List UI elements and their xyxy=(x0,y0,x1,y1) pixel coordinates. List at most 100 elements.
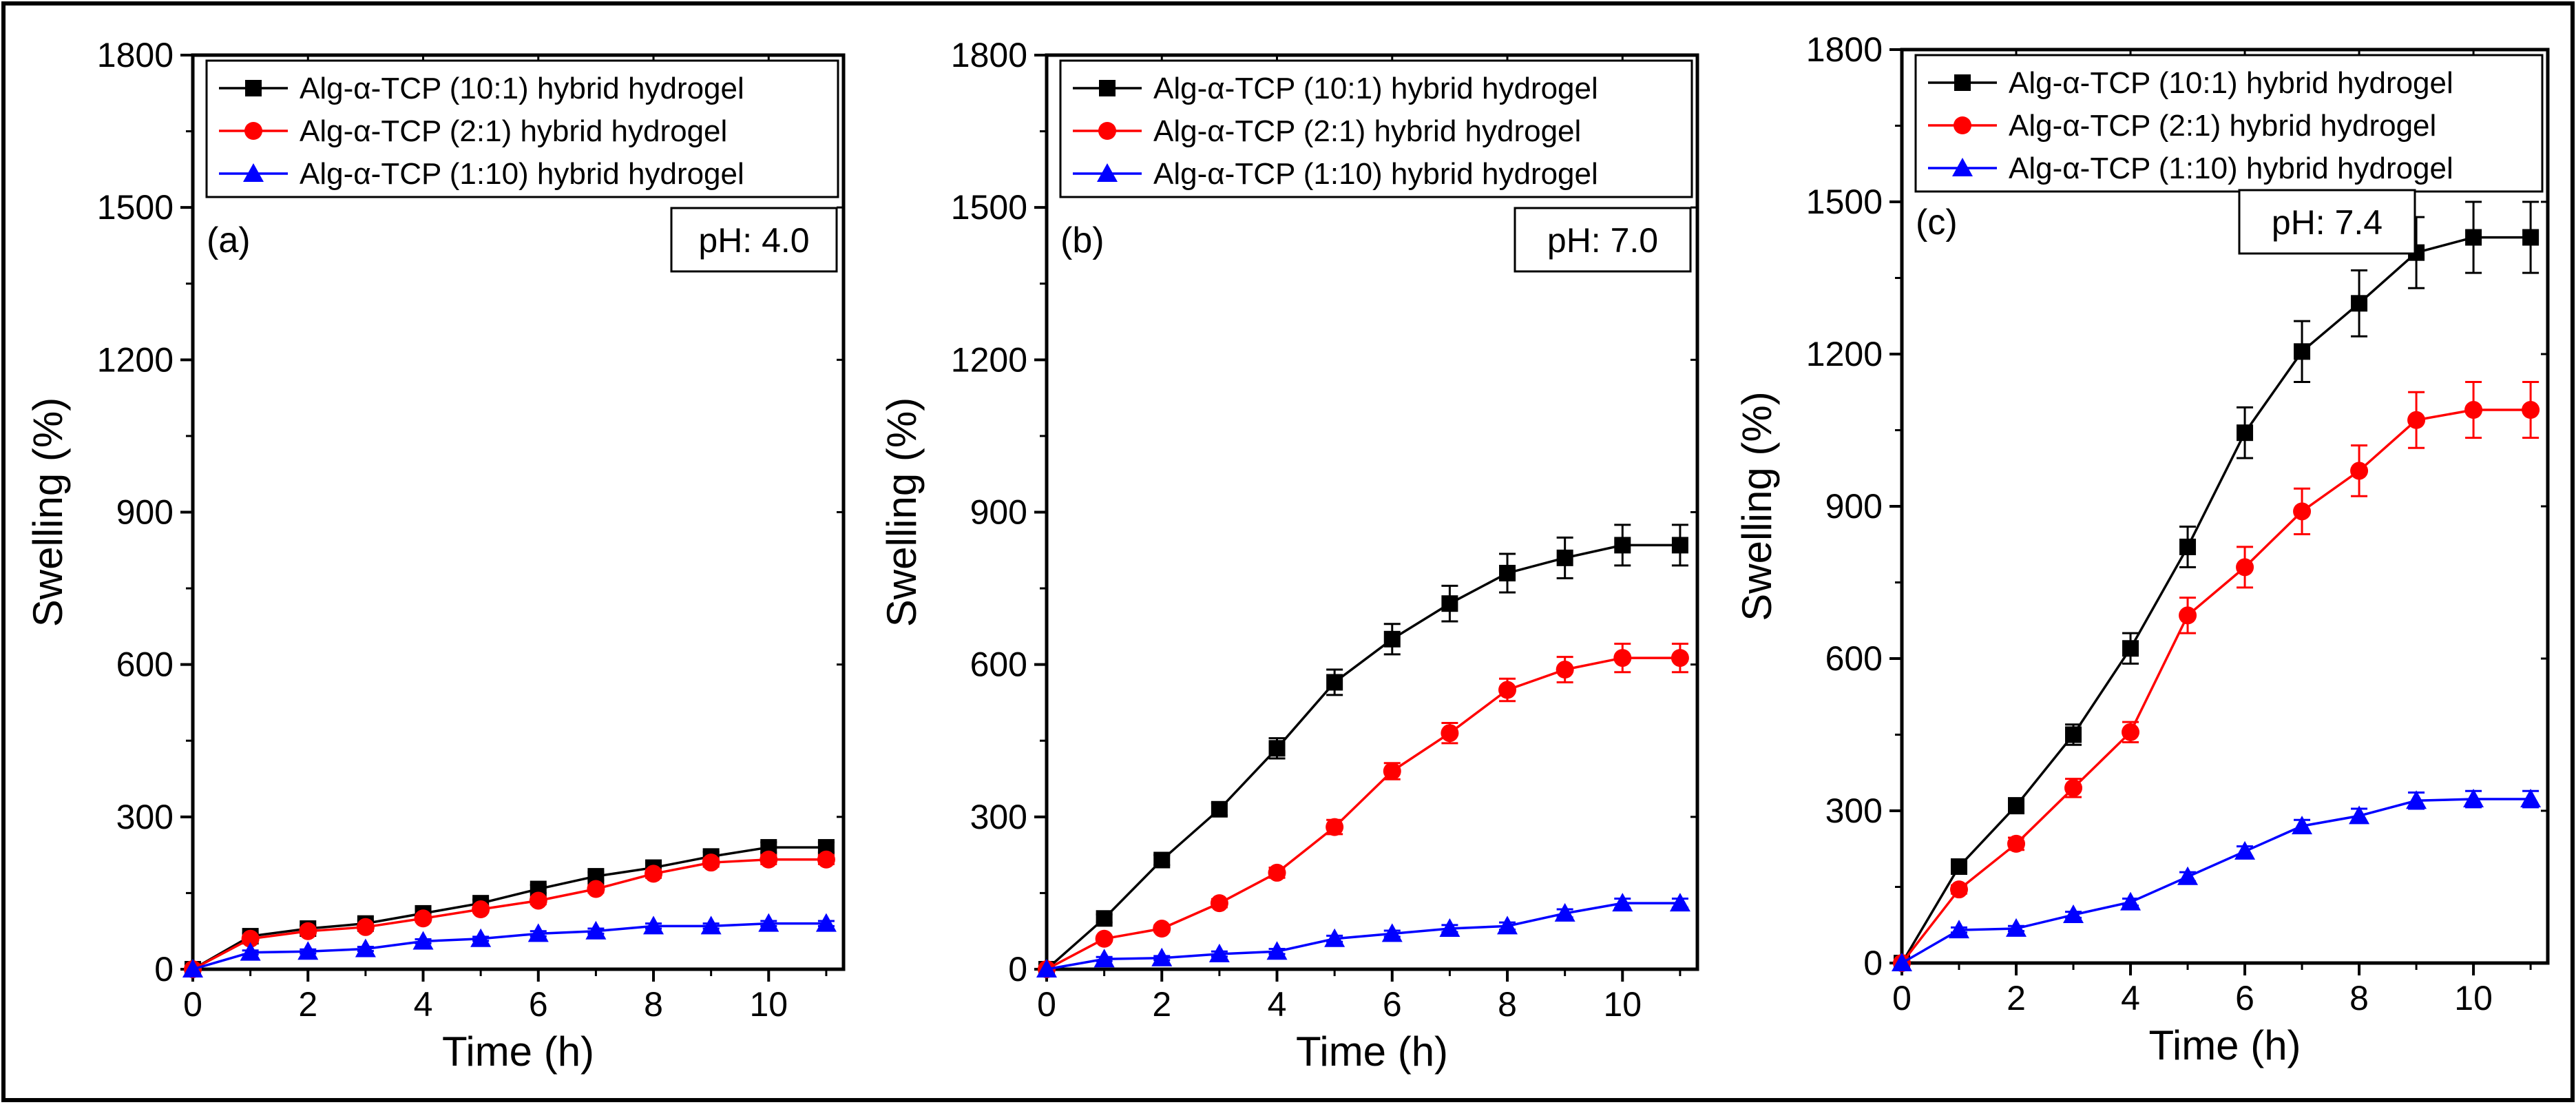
data-point xyxy=(1266,941,1288,960)
data-point xyxy=(1383,762,1401,780)
legend-marker xyxy=(1099,80,1116,96)
data-point xyxy=(527,923,549,942)
data-point xyxy=(1949,920,1970,939)
chart-panel-3: 0 300 600 900 1200 1500 1800 0 2 4 6 8 10 Time (h) Swe… xyxy=(1734,30,2550,1068)
data-point xyxy=(1208,943,1230,962)
y-tick-label: 600 xyxy=(116,645,174,684)
x-tick-label: 4 xyxy=(2121,979,2140,1017)
data-point xyxy=(2177,866,2199,885)
legend-box xyxy=(1914,54,2544,193)
data-point xyxy=(2522,401,2540,420)
panel-label: (a) xyxy=(207,220,251,260)
data-point xyxy=(2350,462,2369,480)
data-point xyxy=(1093,949,1115,968)
y-tick-label: 300 xyxy=(970,798,1027,836)
data-point xyxy=(1268,863,1286,882)
y-tick-label: 0 xyxy=(1008,950,1027,989)
data-point xyxy=(817,850,835,869)
legend-label: Alg-α-TCP (2:1) hybrid hydrogel xyxy=(300,114,727,148)
legend-label: Alg-α-TCP (1:10) hybrid hydrogel xyxy=(300,157,744,191)
legend-marker xyxy=(243,163,264,182)
data-point xyxy=(1268,740,1286,757)
y-tick-label: 1200 xyxy=(951,340,1027,379)
data-point xyxy=(2063,904,2084,924)
data-point xyxy=(2293,502,2312,521)
ph-label: pH: 7.0 xyxy=(1547,221,1658,260)
data-point xyxy=(240,942,261,961)
data-point xyxy=(2234,840,2256,860)
data-point xyxy=(758,913,779,932)
legend-label: Alg-α-TCP (1:10) hybrid hydrogel xyxy=(1153,157,1598,191)
data-point xyxy=(587,880,605,898)
data-point xyxy=(1036,959,1057,977)
legend-marker xyxy=(1097,163,1118,182)
y-tick-label: 300 xyxy=(1825,792,1883,830)
data-point xyxy=(1210,894,1228,913)
y-tick-label: 900 xyxy=(1825,487,1883,526)
legend-marker xyxy=(1954,116,1971,134)
x-tick-label: 6 xyxy=(1383,985,1402,1024)
legend-marker xyxy=(245,80,262,96)
data-point xyxy=(2292,816,2313,835)
y-tick-label: 0 xyxy=(154,950,174,989)
data-point xyxy=(1151,947,1173,966)
data-point xyxy=(643,915,664,935)
data-point xyxy=(702,853,720,872)
data-point xyxy=(1613,649,1632,668)
data-point xyxy=(1441,724,1459,743)
data-point xyxy=(2065,726,2082,743)
y-tick-label: 1200 xyxy=(97,340,174,379)
x-tick-label: 6 xyxy=(529,985,548,1024)
series-line xyxy=(1901,798,2531,964)
data-point xyxy=(700,915,722,935)
series-1 xyxy=(1038,524,1688,977)
x-tick-label: 0 xyxy=(1892,979,1912,1017)
series-2 xyxy=(184,850,835,978)
y-tick-label: 900 xyxy=(116,493,174,532)
x-tick-label: 2 xyxy=(298,985,317,1024)
series-line xyxy=(1045,544,1680,971)
data-point xyxy=(645,865,663,883)
y-axis-title: Swelling (%) xyxy=(879,397,925,627)
data-point xyxy=(2179,538,2197,555)
data-point xyxy=(1326,674,1343,691)
legend-label: Alg-α-TCP (2:1) hybrid hydrogel xyxy=(2009,109,2436,143)
data-point xyxy=(1556,661,1574,679)
data-point xyxy=(297,941,319,960)
series-3 xyxy=(1036,893,1690,977)
x-axis-title: Time (h) xyxy=(1296,1028,1448,1075)
y-tick-label: 1200 xyxy=(1806,335,1883,373)
series-3 xyxy=(182,913,837,977)
x-tick-label: 4 xyxy=(1268,985,1287,1024)
y-tick-label: 1500 xyxy=(97,188,174,227)
x-tick-label: 10 xyxy=(2454,979,2493,1017)
data-point xyxy=(1441,595,1458,612)
legend-marker xyxy=(1954,74,1971,91)
ph-box xyxy=(1514,207,1692,273)
x-tick-label: 4 xyxy=(414,985,433,1024)
data-point xyxy=(760,850,778,869)
x-tick-label: 2 xyxy=(1152,985,1171,1024)
data-point xyxy=(414,909,432,928)
data-point xyxy=(2294,343,2311,360)
x-tick-label: 8 xyxy=(2349,979,2369,1017)
ph-box xyxy=(670,207,838,273)
data-point xyxy=(2463,789,2484,808)
x-tick-label: 6 xyxy=(2235,979,2254,1017)
data-point xyxy=(2349,805,2370,825)
ph-label: pH: 7.4 xyxy=(2272,203,2383,242)
x-axis-title: Time (h) xyxy=(442,1028,594,1075)
data-point xyxy=(1556,549,1573,566)
data-point xyxy=(1950,880,1969,899)
legend-box xyxy=(205,59,839,198)
x-tick-label: 0 xyxy=(183,985,202,1024)
x-tick-label: 0 xyxy=(1037,985,1056,1024)
y-tick-label: 0 xyxy=(1863,944,1883,982)
y-tick-label: 1800 xyxy=(97,36,174,74)
chart-panel-1: 0 300 600 900 1200 1500 1800 0 2 4 6 8 10 Time (h) Swe… xyxy=(25,36,846,1075)
data-point xyxy=(412,931,434,950)
data-point xyxy=(1951,858,1968,876)
data-point xyxy=(2179,606,2197,625)
